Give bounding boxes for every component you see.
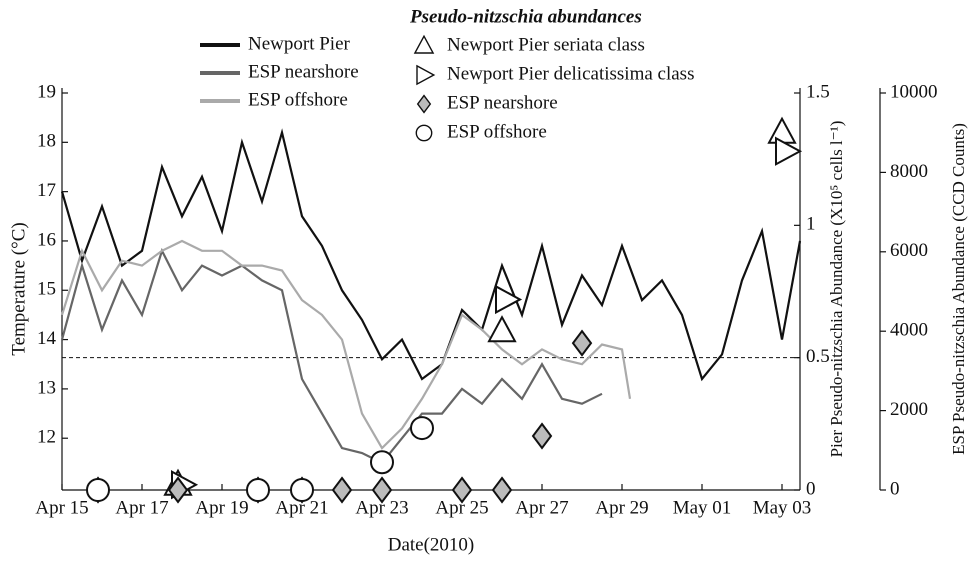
temperature-line	[60, 247, 603, 465]
y2-tick-label: 0	[806, 478, 816, 499]
y-tick-label: 18	[37, 131, 56, 152]
y-tick-label: 15	[37, 279, 56, 300]
x-tick-label: Apr 19	[195, 497, 248, 518]
y-tick-label: 17	[37, 180, 56, 201]
x-tick-label: Apr 23	[355, 497, 408, 518]
legend-swatch	[413, 34, 435, 54]
y3-tick-label: 2000	[890, 399, 928, 420]
marker	[767, 116, 797, 144]
marker	[290, 478, 314, 502]
y2-axis-title: Pier Pseudo-nitzschia Abundance (X10⁵ ce…	[827, 121, 846, 458]
marker	[370, 450, 394, 475]
x-tick-label: May 03	[753, 497, 812, 518]
y-tick-label: 12	[37, 427, 56, 448]
y2-tick-label: 0.5	[806, 346, 830, 367]
legend-label: ESP nearshore	[248, 61, 359, 82]
x-axis-title: Date(2010)	[388, 534, 475, 555]
y-tick-label: 13	[37, 377, 56, 398]
temperature-line	[60, 128, 802, 382]
legend-title: Pseudo-nitzschia abundances	[409, 6, 642, 27]
marker	[491, 476, 513, 504]
marker	[451, 476, 473, 504]
y3-tick-label: 10000	[890, 81, 938, 102]
marker	[331, 476, 353, 504]
marker	[571, 329, 593, 357]
x-tick-label: Apr 25	[435, 497, 488, 518]
legend-label: Newport Pier	[248, 33, 351, 54]
legend-label: Newport Pier seriata class	[447, 34, 645, 55]
x-tick-label: Apr 21	[275, 497, 328, 518]
y3-tick-label: 0	[890, 478, 900, 499]
marker	[246, 478, 270, 502]
legend-label: ESP nearshore	[447, 92, 558, 113]
y-tick-label: 14	[37, 328, 57, 349]
legend-swatch	[416, 94, 432, 114]
marker	[371, 476, 393, 504]
y2-tick-label: 1	[806, 214, 816, 235]
x-tick-label: Apr 27	[515, 497, 568, 518]
marker	[86, 478, 110, 502]
x-tick-label: Apr 17	[115, 497, 168, 518]
marker	[487, 315, 517, 343]
legend-label: ESP offshore	[447, 121, 547, 142]
y-tick-label: 19	[37, 81, 56, 102]
x-tick-label: May 01	[673, 497, 732, 518]
y2-tick-label: 1.5	[806, 81, 830, 102]
legend-label: ESP offshore	[248, 89, 348, 110]
x-tick-label: Apr 29	[595, 497, 648, 518]
temperature-line	[60, 239, 632, 450]
marker	[775, 136, 803, 166]
y3-tick-label: 6000	[890, 240, 928, 261]
marker	[531, 422, 553, 450]
legend-swatch	[415, 124, 433, 142]
y3-tick-label: 4000	[890, 320, 928, 341]
legend-label: Newport Pier delicatissima class	[447, 63, 694, 84]
y-tick-label: 16	[37, 229, 56, 250]
marker	[410, 416, 434, 441]
marker	[495, 284, 523, 315]
y3-tick-label: 8000	[890, 161, 928, 182]
y3-axis-title: ESP Pseudo-nitzschia Abundance (CCD Coun…	[949, 123, 968, 455]
marker	[167, 476, 189, 504]
legend-swatch	[416, 64, 436, 86]
x-tick-label: Apr 15	[35, 497, 88, 518]
y-axis-title: Temperature (°C)	[8, 222, 29, 355]
